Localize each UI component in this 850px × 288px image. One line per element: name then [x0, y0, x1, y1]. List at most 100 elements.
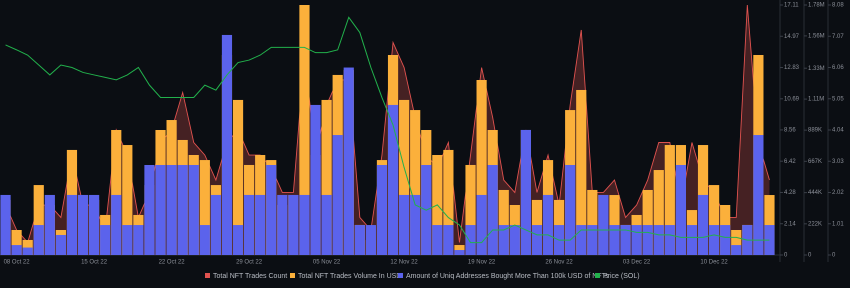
bar [288, 194, 299, 255]
bar [653, 225, 664, 255]
bar [542, 194, 554, 255]
y-tick-label: 222K [808, 221, 822, 227]
bar [498, 189, 509, 255]
bar [598, 194, 609, 255]
bar [22, 239, 33, 255]
bar [731, 230, 742, 255]
bar [0, 194, 11, 255]
bar [221, 34, 233, 255]
bar [177, 164, 188, 255]
y-tick-label: 1.01 [832, 221, 844, 227]
y-tick-label: 6.06 [832, 65, 844, 71]
y-tick-label: 444K [808, 190, 822, 196]
bar [709, 225, 720, 255]
bar [465, 164, 476, 255]
bar [199, 225, 210, 255]
bar [664, 225, 675, 255]
bar [509, 225, 520, 255]
bar [89, 194, 100, 255]
x-tick-label: 19 Nov 22 [468, 260, 496, 266]
bar [720, 225, 731, 255]
x-tick-label: 08 Oct 22 [4, 260, 31, 266]
y-tick-label: 667K [808, 159, 822, 165]
y-tick-label: 4.04 [832, 128, 844, 134]
bar [33, 185, 44, 255]
bar [609, 195, 620, 255]
bar [232, 99, 244, 255]
y-tick-label: 5.05 [832, 96, 844, 102]
legend-swatch [595, 273, 600, 278]
bar [111, 194, 122, 255]
bar [410, 110, 421, 255]
legend: Total NFT Trades Count Total NFT Trades V… [205, 273, 640, 280]
y-tick-label: 17.11 [784, 3, 799, 9]
bar [66, 194, 78, 255]
bar [277, 194, 288, 255]
bar [122, 145, 133, 255]
y-tick-label: 8.08 [832, 3, 844, 9]
bar [332, 135, 343, 255]
bar [155, 164, 166, 255]
x-tick-label: 03 Dec 22 [623, 260, 651, 266]
bar [764, 195, 775, 255]
bar [454, 245, 465, 255]
bar [487, 164, 498, 255]
bar [697, 194, 709, 255]
x-tick-label: 26 Nov 22 [545, 260, 573, 266]
y-tick-label: 8.56 [784, 128, 796, 134]
bar [675, 164, 686, 255]
bar [576, 225, 587, 255]
y-tick-label: 1.11M [808, 97, 824, 103]
bar [642, 189, 653, 255]
bar [232, 225, 244, 255]
y-tick-label: 12.83 [784, 65, 800, 71]
x-tick-label: 05 Nov 22 [313, 260, 341, 266]
bar [410, 194, 421, 255]
bar [764, 225, 775, 255]
bar [310, 104, 321, 255]
x-tick-label: 29 Oct 22 [236, 260, 263, 266]
bar [443, 149, 454, 255]
bar [199, 160, 210, 255]
area-line [5, 4, 770, 244]
bar [11, 230, 22, 255]
legend-swatch [398, 273, 403, 278]
y-tick-label: 2.02 [832, 190, 844, 196]
bar [498, 225, 509, 255]
bar [587, 225, 598, 255]
bar [354, 225, 365, 255]
bar [133, 225, 144, 255]
bar [244, 194, 255, 255]
bar [686, 225, 698, 255]
y-tick-label: 1.56M [808, 33, 825, 39]
bar [55, 234, 66, 255]
bar [144, 164, 155, 255]
bar [399, 194, 410, 255]
y-tick-label: 3.03 [832, 159, 844, 165]
bar [44, 194, 55, 255]
line [5, 16, 770, 244]
bar [343, 67, 354, 255]
bar [111, 130, 122, 255]
bar [77, 194, 89, 255]
bar [376, 164, 388, 255]
bar [255, 194, 266, 255]
bar [709, 185, 720, 255]
bar [188, 164, 199, 255]
y-tick-label: 6.42 [784, 159, 796, 165]
bar [321, 194, 332, 255]
bar [653, 170, 664, 255]
bar [365, 225, 376, 255]
y-tick-label: 0 [808, 253, 812, 259]
bar [731, 245, 742, 255]
bar [664, 145, 675, 255]
y-tick-label: 14.97 [784, 34, 800, 40]
bar [299, 5, 310, 255]
bar [454, 250, 465, 255]
bar [22, 247, 33, 255]
bar [753, 135, 764, 255]
bar [620, 225, 631, 255]
bar [387, 104, 399, 255]
legend-label: Amount of Uniq Addresses Bought More Tha… [406, 273, 609, 280]
